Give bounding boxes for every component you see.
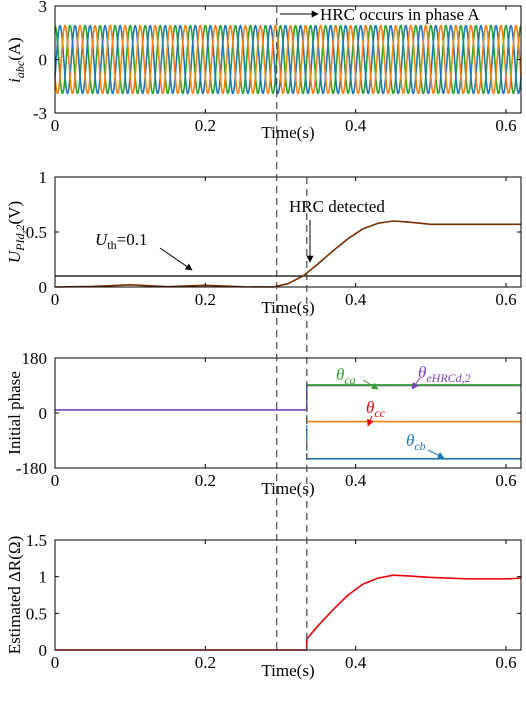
y-tick-label: 1: [39, 168, 48, 187]
x-tick-label: 0.6: [495, 471, 516, 490]
label-theta-cb: θcb: [406, 431, 426, 453]
x-tick-label: 0.6: [495, 116, 516, 135]
arrow-theta-cb: [427, 449, 445, 459]
arrow-theta-ehrc: [411, 377, 421, 390]
series-current: [54, 24, 522, 95]
hrc-annotation: HRC occurs in phase A: [320, 5, 480, 24]
y-tick-label: 1: [39, 568, 48, 587]
label-theta-cc: θcc: [366, 398, 386, 420]
x-axis-label: Time(s): [261, 661, 314, 680]
x-tick-label: 0.2: [195, 471, 216, 490]
y-tick-label: 3: [39, 0, 48, 16]
x-tick-label: 0: [51, 471, 60, 490]
series-line-phase_c: [54, 24, 522, 95]
x-axis-label: Time(s): [261, 123, 314, 142]
y-tick-label: 0: [39, 641, 48, 660]
x-tick-label: 0.6: [495, 290, 516, 309]
panel-current: 0 0.2 0.4 0.630-3 Time(s) iabc(A) HRC occur…: [5, 0, 522, 142]
x-tick-label: 0.2: [195, 290, 216, 309]
y-tick-label: 0: [39, 278, 48, 297]
panel-resistance: 0 0.2 0.4 0.6 1.5 1 0.5 0 Time(s) Estimated ΔR(…: [5, 531, 522, 680]
panel-upid: 0 0.2 0.4 0.6 1 0.5 0 Time(s) UPId,2(V) HRC de…: [5, 168, 522, 317]
y-tick-label: 0.5: [26, 604, 47, 623]
label-theta-ca: θca: [336, 365, 356, 387]
x-tick-label: 0.2: [195, 653, 216, 672]
y-axis-label: UPId,2(V): [5, 201, 27, 263]
plot-frame: [54, 539, 522, 651]
series-line-red: [55, 574, 522, 651]
y-tick-label: 0: [39, 51, 48, 70]
arrow-theta-cc: [367, 415, 374, 427]
x-tick-label: 0: [51, 653, 60, 672]
threshold-label: Uth=0.1: [95, 230, 147, 252]
y-axis-label: Estimated ΔR(Ω): [5, 536, 24, 654]
tick-labels: 0 0.2 0.4 0.630-3: [33, 0, 521, 135]
x-tick-label: 0.4: [345, 653, 367, 672]
y-tick-label: 0: [39, 404, 48, 423]
detected-annotation: HRC detected: [289, 197, 385, 216]
y-tick-label: -180: [16, 459, 47, 478]
x-tick-label: 0: [51, 290, 60, 309]
arrow-theta-ca: [362, 379, 379, 390]
x-tick-label: 0.4: [345, 116, 367, 135]
tick-labels: 0 0.2 0.4 0.6 1.5 1 0.5 0: [26, 531, 521, 672]
x-tick-label: 0.4: [345, 290, 367, 309]
series-line-purple: [55, 384, 521, 411]
y-tick-label: -3: [33, 104, 47, 123]
x-axis-label: Time(s): [261, 298, 314, 317]
y-axis-label: Initial phase: [5, 371, 24, 455]
x-tick-label: 0.2: [195, 116, 216, 135]
tick-labels: 0 0.2 0.4 0.6 1 0.5 0: [26, 168, 521, 309]
x-axis-label: Time(s): [261, 479, 314, 498]
series-resistance: [55, 574, 522, 651]
y-axis-label: iabc(A): [5, 37, 27, 83]
series-phase: [55, 384, 521, 460]
y-tick-label: 180: [22, 349, 48, 368]
x-tick-label: 0: [51, 116, 60, 135]
x-tick-label: 0.6: [495, 653, 516, 672]
threshold-arrow: [159, 247, 193, 271]
y-tick-label: 1.5: [26, 531, 47, 550]
x-tick-label: 0.4: [345, 471, 367, 490]
label-theta-ehrc: θeHRCd,2: [418, 363, 471, 385]
event-markers: [276, 6, 308, 650]
y-tick-label: 0.5: [26, 223, 47, 242]
